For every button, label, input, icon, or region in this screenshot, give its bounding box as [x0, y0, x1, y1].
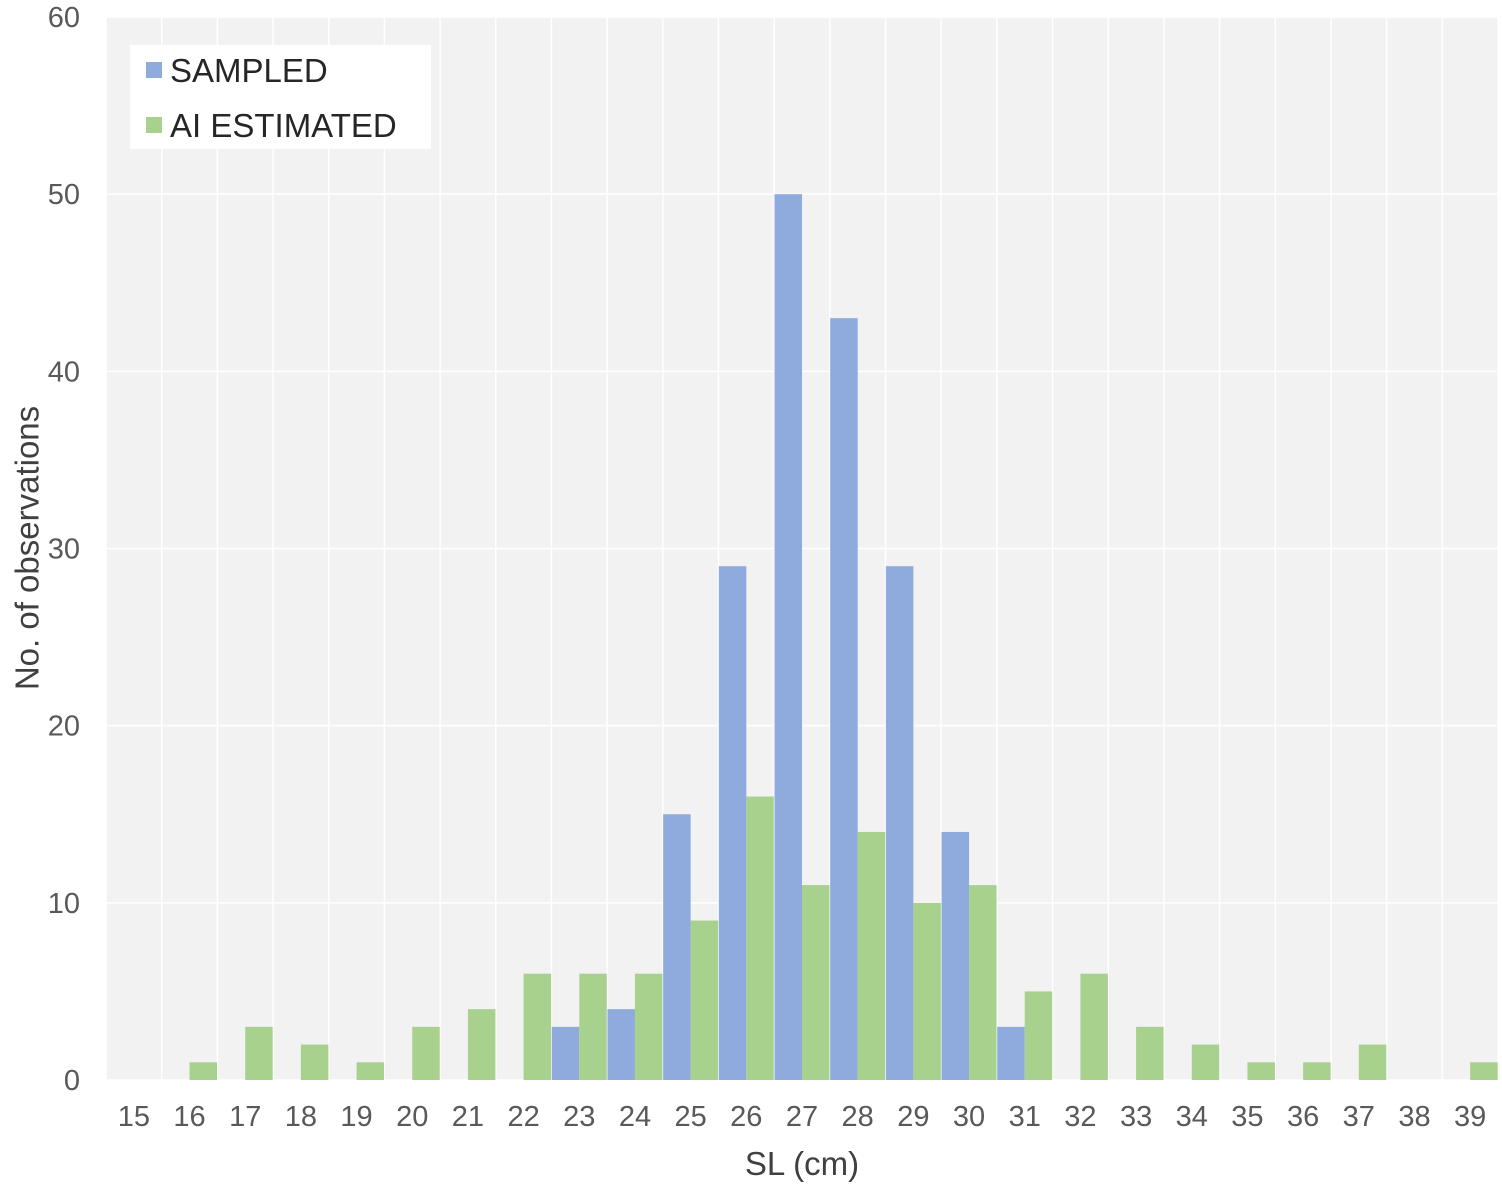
x-tick-label: 36	[1287, 1101, 1319, 1133]
y-tick-label: 50	[48, 179, 80, 211]
y-tick-label: 0	[64, 1065, 80, 1097]
bar-ai-estimated-31	[1024, 991, 1053, 1080]
legend-swatch-ai-estimated	[146, 117, 162, 133]
x-tick-label: 15	[118, 1101, 150, 1133]
bars	[189, 194, 1498, 1080]
x-tick-label: 38	[1398, 1101, 1430, 1133]
x-tick-label: 21	[452, 1101, 484, 1133]
x-tick-label: 24	[619, 1101, 651, 1133]
legend-label-ai-estimated: AI ESTIMATED	[170, 107, 397, 144]
bar-sampled-23	[551, 1026, 580, 1080]
x-tick-label: 25	[675, 1101, 707, 1133]
y-tick-label: 20	[48, 711, 80, 743]
x-tick-label: 27	[786, 1101, 818, 1133]
bar-sampled-24	[607, 1009, 635, 1080]
bar-ai-estimated-16	[189, 1062, 218, 1080]
bar-ai-estimated-19	[356, 1062, 385, 1080]
y-tick-label: 60	[48, 2, 80, 34]
x-tick-label: 17	[229, 1101, 261, 1133]
x-tick-label: 30	[953, 1101, 985, 1133]
x-tick-label: 37	[1343, 1101, 1375, 1133]
x-tick-label: 29	[897, 1101, 929, 1133]
bar-ai-estimated-20	[412, 1026, 440, 1080]
legend-label-sampled: SAMPLED	[170, 52, 328, 89]
y-tick-label: 10	[48, 888, 80, 920]
legend-swatch-sampled	[146, 62, 162, 78]
bar-sampled-25	[663, 814, 691, 1080]
bar-ai-estimated-18	[300, 1044, 329, 1080]
x-tick-label: 20	[396, 1101, 428, 1133]
x-tick-label: 26	[730, 1101, 762, 1133]
bar-ai-estimated-36	[1303, 1062, 1331, 1080]
x-tick-label: 22	[507, 1101, 539, 1133]
y-axis-title: No. of observations	[9, 406, 46, 690]
x-tick-label: 23	[563, 1101, 595, 1133]
bar-ai-estimated-27	[802, 885, 830, 1080]
bar-ai-estimated-37	[1358, 1044, 1387, 1080]
y-tick-label: 30	[48, 534, 80, 566]
bar-ai-estimated-22	[523, 973, 552, 1080]
bar-sampled-31	[997, 1026, 1025, 1080]
bar-ai-estimated-26	[746, 796, 774, 1080]
x-tick-label: 39	[1454, 1101, 1486, 1133]
x-axis-title: SL (cm)	[745, 1145, 859, 1182]
x-tick-label: 33	[1120, 1101, 1152, 1133]
bar-ai-estimated-33	[1136, 1026, 1164, 1080]
bar-sampled-29	[885, 566, 914, 1080]
x-tick-label: 31	[1009, 1101, 1041, 1133]
bar-ai-estimated-39	[1470, 1062, 1498, 1080]
x-tick-label: 32	[1064, 1101, 1096, 1133]
y-axis-ticks: 0 10 20 30 40 50 60	[48, 2, 80, 1097]
bar-ai-estimated-29	[913, 902, 941, 1080]
bar-ai-estimated-28	[857, 831, 886, 1080]
bar-ai-estimated-23	[579, 973, 607, 1080]
x-tick-label: 18	[285, 1101, 317, 1133]
x-tick-label: 34	[1176, 1101, 1208, 1133]
x-tick-label: 19	[340, 1101, 372, 1133]
bar-ai-estimated-32	[1080, 973, 1108, 1080]
x-tick-label: 28	[842, 1101, 874, 1133]
bar-ai-estimated-30	[969, 885, 997, 1080]
bar-sampled-28	[830, 318, 858, 1080]
bar-sampled-27	[774, 194, 802, 1080]
y-tick-label: 40	[48, 356, 80, 388]
x-tick-label: 35	[1231, 1101, 1263, 1133]
x-tick-label: 16	[173, 1101, 205, 1133]
bar-sampled-30	[941, 831, 970, 1080]
bar-ai-estimated-24	[634, 973, 663, 1080]
x-axis-ticks: 15 16 17 18 19 20 21 22 23 24 25 26 27 28 29 30 31 32 33 34…	[118, 1101, 1487, 1133]
legend: SAMPLED AI ESTIMATED	[130, 45, 431, 149]
bar-ai-estimated-17	[245, 1026, 273, 1080]
bar-ai-estimated-25	[690, 920, 719, 1080]
bar-ai-estimated-21	[467, 1009, 496, 1080]
bar-ai-estimated-34	[1191, 1044, 1220, 1080]
bar-ai-estimated-35	[1247, 1062, 1275, 1080]
legend-box	[130, 45, 431, 149]
bar-sampled-26	[718, 566, 747, 1080]
